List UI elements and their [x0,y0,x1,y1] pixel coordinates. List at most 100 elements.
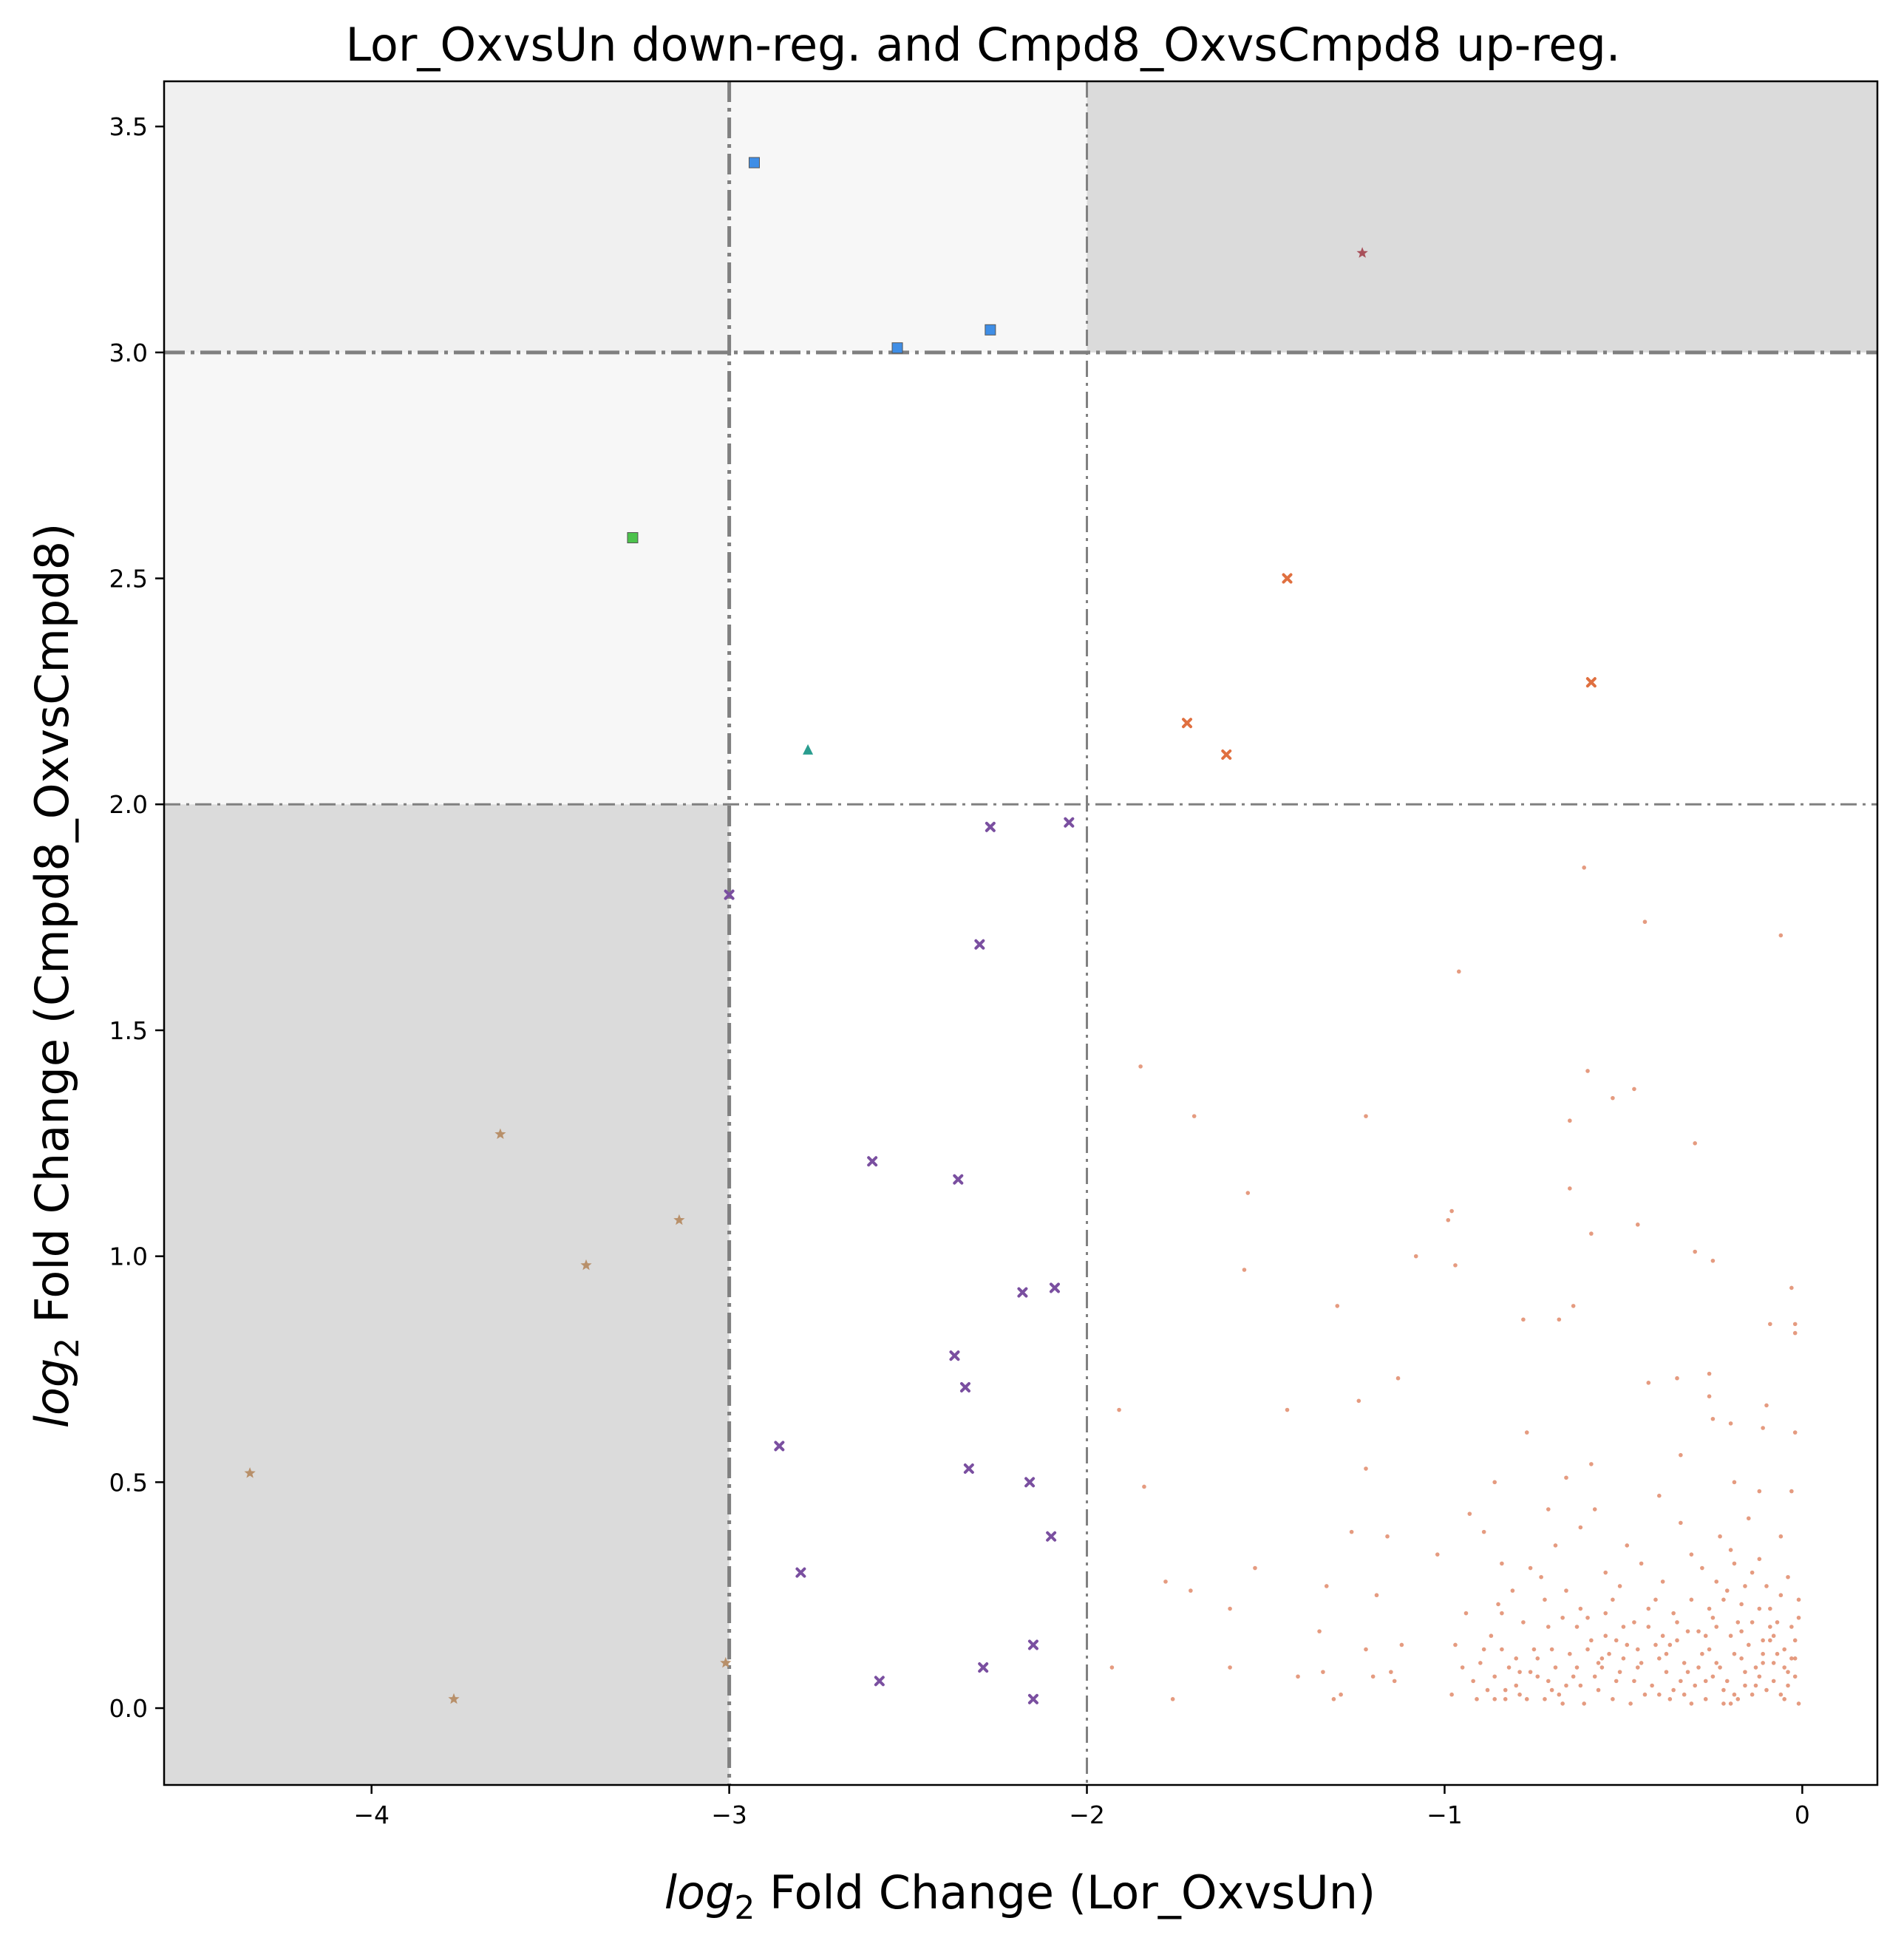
point-dot-7-15 [1446,1217,1451,1222]
point-dot-7-228 [1700,1651,1704,1656]
point-dot-7-196 [1679,1679,1683,1684]
point-dot-7-80 [1467,1511,1472,1516]
point-dot-7-89 [1671,1611,1676,1616]
point-dot-7-199 [1628,1701,1633,1706]
point-dot-7-236 [1599,1656,1605,1661]
point-dot-7-144 [1689,1552,1694,1557]
point-dot-7-211 [1728,1701,1733,1706]
point-dot-7-79 [1481,1529,1486,1534]
point-dot-7-232 [1646,1606,1651,1611]
x-axis-label-text: Fold Change (Lor_OxvsUn) [755,1866,1376,1919]
point-dot-7-9 [1611,1095,1615,1101]
y-tick-label-7: 3.5 [109,112,148,141]
point-dot-7-129 [1492,1697,1497,1701]
point-dot-7-263 [1503,1697,1508,1701]
point-dot-7-37 [1117,1407,1121,1412]
point-dot-7-222 [1768,1625,1772,1629]
point-x-5-3 [974,939,985,950]
point-dot-7-231 [1660,1633,1665,1639]
point-dot-7-164 [1696,1629,1701,1633]
point-dot-7-114 [1653,1642,1658,1647]
point-dot-7-208 [1514,1683,1519,1688]
point-dot-7-244 [1657,1692,1662,1697]
point-x-4-0 [1282,573,1293,584]
point-dot-7-4 [1138,1064,1143,1069]
point-dot-7-262 [1517,1670,1522,1674]
point-dot-7-39 [1764,1403,1769,1408]
point-dot-7-206 [1543,1697,1547,1701]
chart-title: Lor_OxvsUn down-reg. and Cmpd8_OxvsCmpd8… [345,18,1620,72]
point-dot-7-134 [1578,1606,1583,1611]
point-dot-7-117 [1621,1656,1626,1661]
point-dot-7-130 [1481,1647,1486,1652]
point-dot-7-251 [1750,1620,1755,1625]
point-dot-7-205 [1553,1665,1558,1670]
point-dot-7-131 [1471,1679,1475,1684]
shaded-region-3 [729,81,1087,353]
point-dot-7-33 [1395,1375,1401,1381]
x-tick-label-0: −4 [353,1800,390,1829]
point-dot-7-126 [1524,1697,1529,1701]
point-dot-7-143 [1679,1520,1683,1526]
point-dot-7-213 [1732,1692,1737,1697]
point-dot-7-166 [1675,1638,1679,1643]
point-dot-7-82 [1528,1565,1533,1571]
point-dot-7-247 [1696,1665,1701,1670]
point-dot-7-83 [1553,1543,1558,1548]
point-dot-7-57 [1349,1529,1354,1534]
point-x-5-0 [985,821,996,832]
x-tick-label-4: 0 [1795,1800,1810,1829]
point-dot-7-5 [1585,1069,1590,1073]
point-dot-7-111 [1682,1661,1687,1665]
point-dot-7-127 [1514,1656,1519,1661]
point-dot-7-90 [1685,1629,1690,1633]
point-dot-7-47 [1364,1466,1368,1471]
point-dot-7-87 [1632,1620,1636,1625]
y-tick-label-2: 1.0 [109,1242,148,1271]
point-dot-7-94 [1739,1602,1744,1607]
y-tick-label-1: 0.5 [109,1468,148,1497]
point-dot-7-113 [1664,1670,1669,1674]
point-dot-7-62 [1163,1579,1168,1584]
point-dot-7-195 [1689,1701,1694,1706]
point-dot-7-99 [1792,1638,1798,1643]
point-dot-7-237 [1585,1647,1590,1652]
point-dot-7-250 [1739,1629,1744,1633]
point-dot-7-74 [1339,1692,1343,1697]
y-axis-ticks: 0.0 0.5 1.0 1.5 2.0 2.5 3.0 3.5 [109,112,164,1723]
point-x-5-5 [953,1174,964,1185]
point-dot-7-210 [1485,1687,1490,1693]
point-dot-7-161 [1728,1633,1733,1639]
point-dot-7-24 [1335,1304,1340,1308]
point-square-1-0 [627,532,639,544]
point-dot-7-72 [1109,1665,1115,1670]
x-axis-label-log: log [664,1866,735,1919]
point-dot-7-217 [1775,1651,1780,1656]
point-dot-7-146 [1718,1534,1722,1539]
point-dot-7-55 [1546,1507,1551,1511]
point-dot-7-137 [1539,1574,1543,1579]
point-dot-7-145 [1707,1606,1712,1611]
point-dot-7-179 [1531,1647,1537,1652]
point-dot-7-202 [1592,1674,1597,1679]
point-dot-7-240 [1543,1597,1547,1602]
point-dot-7-49 [1492,1480,1497,1485]
point-dot-7-175 [1585,1615,1590,1620]
point-dot-7-88 [1653,1597,1658,1602]
point-dot-7-110 [1693,1683,1697,1688]
point-dot-7-93 [1728,1548,1733,1552]
point-dot-7-165 [1685,1670,1690,1674]
point-dot-7-229 [1689,1597,1694,1602]
point-dot-7-43 [1792,1430,1798,1435]
point-dot-7-60 [1253,1565,1257,1571]
point-dot-7-31 [1707,1371,1712,1376]
point-dot-7-70 [1296,1674,1300,1679]
point-dot-7-103 [1761,1661,1765,1665]
point-dot-7-184 [1463,1611,1469,1616]
point-dot-7-136 [1549,1647,1554,1652]
x-axis-label-subscript: 2 [734,1889,755,1927]
point-dot-7-135 [1564,1588,1568,1593]
point-dot-7-142 [1660,1579,1665,1584]
y-axis-label: log2 Fold Change (Cmpd8_OxvsCmpd8) [25,523,86,1429]
